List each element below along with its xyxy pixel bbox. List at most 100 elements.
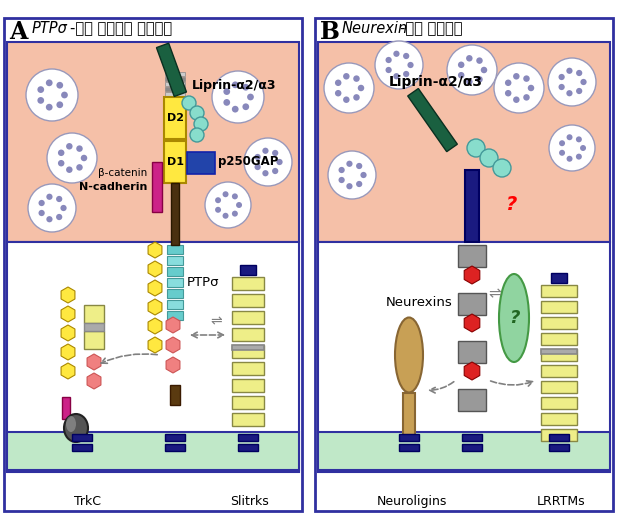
Bar <box>315 18 613 511</box>
Bar <box>541 317 577 329</box>
Polygon shape <box>166 317 180 333</box>
Circle shape <box>243 84 249 91</box>
Polygon shape <box>148 261 162 277</box>
Bar <box>541 285 577 297</box>
Circle shape <box>66 166 72 173</box>
Bar <box>232 345 264 358</box>
Circle shape <box>558 74 565 80</box>
Bar <box>152 162 162 212</box>
Bar <box>541 381 577 393</box>
Circle shape <box>58 149 64 156</box>
Bar <box>232 328 264 341</box>
Text: Neuroligins: Neuroligins <box>377 495 448 508</box>
Bar <box>232 294 264 307</box>
Bar <box>72 444 92 451</box>
Circle shape <box>466 55 472 62</box>
Circle shape <box>403 71 409 77</box>
Circle shape <box>559 140 565 146</box>
Polygon shape <box>166 357 180 373</box>
Circle shape <box>386 57 392 63</box>
Polygon shape <box>87 354 101 370</box>
Circle shape <box>262 148 269 154</box>
Bar <box>403 393 415 435</box>
Circle shape <box>566 67 573 74</box>
Text: Liprin-α2/α3: Liprin-α2/α3 <box>192 78 277 92</box>
Circle shape <box>328 151 376 199</box>
Circle shape <box>549 125 595 171</box>
Circle shape <box>358 85 364 91</box>
Polygon shape <box>148 242 162 258</box>
Circle shape <box>580 145 586 151</box>
Circle shape <box>576 153 582 160</box>
Bar <box>7 242 299 472</box>
Bar <box>399 434 419 441</box>
Bar <box>157 43 186 96</box>
Bar <box>167 289 183 298</box>
Circle shape <box>576 88 582 94</box>
Circle shape <box>46 216 53 222</box>
Bar <box>232 311 264 324</box>
Circle shape <box>458 62 464 68</box>
Text: PTPσ: PTPσ <box>32 21 68 36</box>
Circle shape <box>254 154 261 160</box>
Circle shape <box>46 79 53 86</box>
Text: B: B <box>320 20 340 44</box>
Text: Neurexins: Neurexins <box>386 296 452 308</box>
Circle shape <box>339 167 345 173</box>
Bar <box>7 42 299 242</box>
Bar <box>84 305 104 323</box>
Text: Liprin-α2/α3: Liprin-α2/α3 <box>389 75 483 89</box>
Circle shape <box>375 41 423 89</box>
Circle shape <box>566 134 573 140</box>
Bar <box>167 256 183 265</box>
Bar <box>165 87 185 91</box>
Circle shape <box>494 63 544 113</box>
Bar <box>462 434 482 441</box>
Circle shape <box>56 82 63 89</box>
Circle shape <box>37 86 44 93</box>
Circle shape <box>356 181 362 187</box>
Bar <box>164 141 186 183</box>
Bar <box>232 362 264 375</box>
Bar <box>541 365 577 377</box>
Polygon shape <box>464 362 480 380</box>
Circle shape <box>232 211 238 217</box>
Circle shape <box>386 67 392 73</box>
Bar <box>84 323 104 331</box>
Bar <box>165 82 185 86</box>
Circle shape <box>38 200 45 206</box>
Text: ⇌: ⇌ <box>488 286 501 301</box>
Text: ?: ? <box>506 196 517 215</box>
Circle shape <box>467 139 485 157</box>
Circle shape <box>194 117 208 131</box>
Bar <box>549 444 569 451</box>
Circle shape <box>76 145 83 152</box>
Circle shape <box>346 183 353 190</box>
Circle shape <box>76 164 83 170</box>
Bar <box>167 300 183 309</box>
Bar <box>232 396 264 409</box>
Circle shape <box>212 71 264 123</box>
Circle shape <box>66 143 72 149</box>
Circle shape <box>46 194 53 200</box>
Bar <box>167 278 183 287</box>
Polygon shape <box>148 280 162 296</box>
Circle shape <box>37 97 44 104</box>
Circle shape <box>47 133 97 183</box>
Circle shape <box>403 53 409 59</box>
Circle shape <box>182 96 196 110</box>
Circle shape <box>262 170 269 176</box>
Circle shape <box>254 164 261 170</box>
Circle shape <box>38 210 45 216</box>
Bar <box>232 379 264 392</box>
Circle shape <box>493 159 511 177</box>
Polygon shape <box>148 299 162 315</box>
Bar <box>167 311 183 320</box>
Circle shape <box>558 84 565 90</box>
Bar <box>541 333 577 345</box>
Text: Slitrks: Slitrks <box>230 495 269 508</box>
Circle shape <box>190 128 204 142</box>
Circle shape <box>339 177 345 183</box>
Circle shape <box>407 62 413 68</box>
Circle shape <box>343 96 350 103</box>
